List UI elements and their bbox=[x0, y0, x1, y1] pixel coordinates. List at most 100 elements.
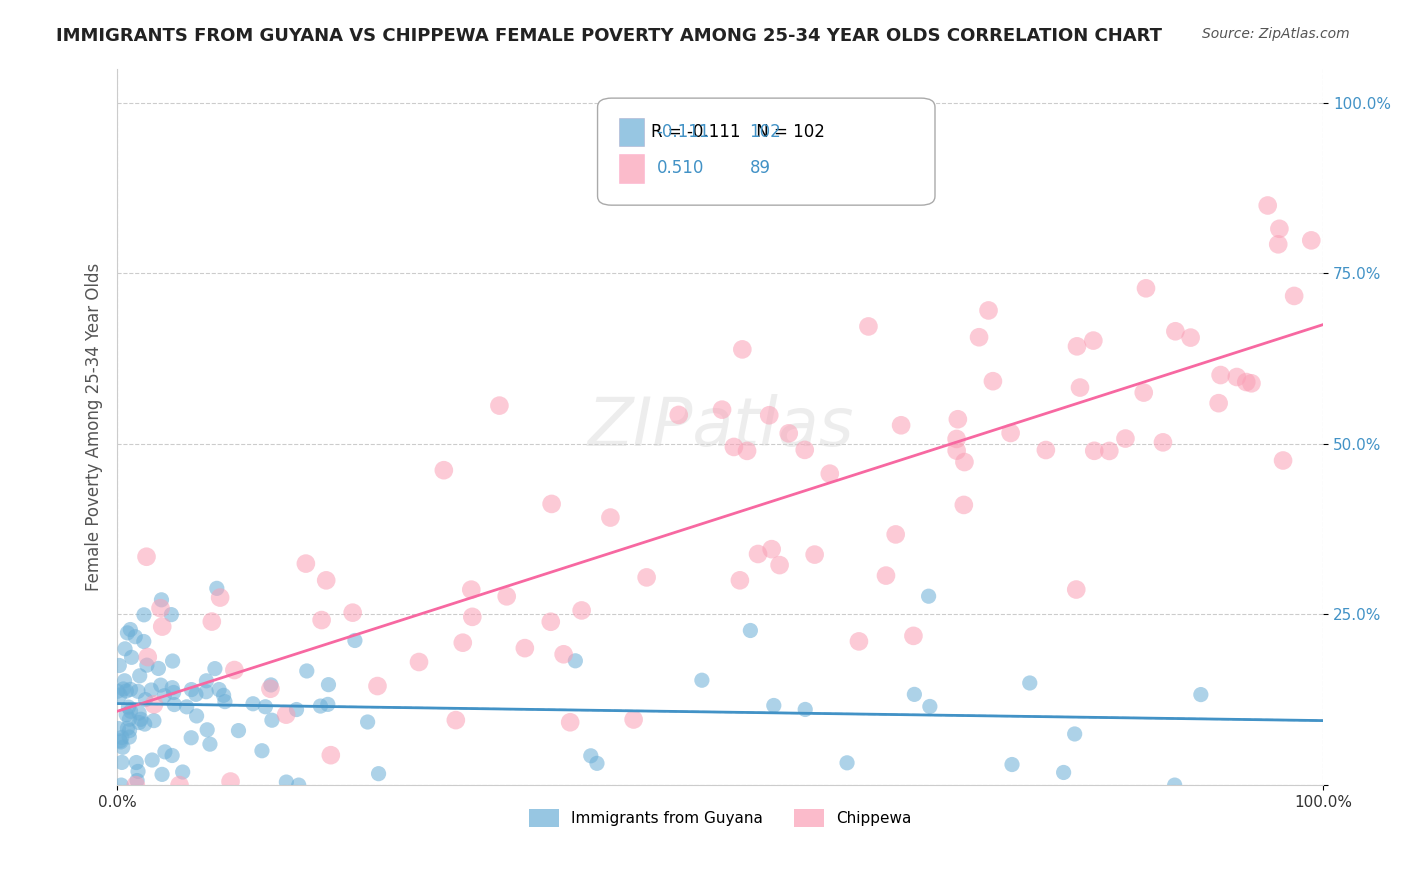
Point bbox=[128, 669, 150, 683]
Point bbox=[132, 634, 155, 648]
Point bbox=[169, 778, 191, 792]
Point bbox=[460, 582, 482, 597]
Point bbox=[285, 702, 308, 716]
Point bbox=[120, 682, 142, 697]
Point bbox=[120, 623, 142, 637]
Point bbox=[835, 756, 858, 770]
Point bbox=[1163, 778, 1185, 792]
Point bbox=[180, 731, 202, 745]
Point bbox=[315, 574, 337, 588]
Point bbox=[623, 713, 645, 727]
Point bbox=[295, 664, 318, 678]
Point bbox=[141, 683, 163, 698]
Point bbox=[153, 745, 176, 759]
Point bbox=[818, 467, 841, 481]
Point bbox=[1257, 198, 1279, 212]
Point bbox=[981, 374, 1004, 388]
Point bbox=[162, 654, 184, 668]
Point bbox=[768, 558, 790, 573]
Point bbox=[184, 687, 207, 701]
Point bbox=[111, 731, 134, 745]
Point bbox=[111, 756, 134, 770]
Point bbox=[917, 589, 939, 603]
Point bbox=[1114, 432, 1136, 446]
Point bbox=[444, 713, 467, 727]
Point bbox=[260, 713, 283, 727]
Point bbox=[599, 510, 621, 524]
Text: ZIPatlas: ZIPatlas bbox=[586, 393, 853, 459]
Point bbox=[1083, 443, 1105, 458]
Point bbox=[254, 699, 277, 714]
Point bbox=[276, 707, 298, 722]
Point bbox=[212, 689, 235, 703]
Point bbox=[287, 778, 309, 792]
Point bbox=[1064, 582, 1087, 597]
Point bbox=[228, 723, 250, 738]
Point bbox=[209, 591, 232, 605]
Point bbox=[129, 712, 152, 726]
Point bbox=[318, 678, 340, 692]
Point bbox=[205, 582, 228, 596]
Point bbox=[135, 658, 157, 673]
Point bbox=[135, 549, 157, 564]
Point bbox=[1152, 435, 1174, 450]
Point bbox=[540, 497, 562, 511]
Point bbox=[107, 684, 129, 698]
Point bbox=[124, 630, 146, 644]
Point bbox=[1083, 334, 1105, 348]
Text: IMMIGRANTS FROM GUYANA VS CHIPPEWA FEMALE POVERTY AMONG 25-34 YEAR OLDS CORRELAT: IMMIGRANTS FROM GUYANA VS CHIPPEWA FEMAL… bbox=[56, 27, 1163, 45]
Point bbox=[160, 607, 183, 622]
Point bbox=[112, 681, 135, 696]
Point bbox=[794, 702, 817, 716]
Point bbox=[198, 737, 221, 751]
Point bbox=[1098, 444, 1121, 458]
Point bbox=[495, 590, 517, 604]
Point bbox=[1063, 727, 1085, 741]
Point bbox=[946, 412, 969, 426]
Point bbox=[903, 629, 925, 643]
Point bbox=[711, 402, 734, 417]
Point bbox=[162, 685, 184, 699]
Point bbox=[150, 767, 173, 781]
Point bbox=[945, 443, 967, 458]
Point bbox=[204, 662, 226, 676]
Point bbox=[977, 303, 1000, 318]
Point bbox=[579, 748, 602, 763]
Point bbox=[1226, 370, 1249, 384]
Point bbox=[1132, 385, 1154, 400]
Point bbox=[125, 756, 148, 770]
Point bbox=[114, 641, 136, 656]
Text: R = -0.111   N = 102: R = -0.111 N = 102 bbox=[651, 123, 825, 141]
Point bbox=[723, 440, 745, 454]
Point bbox=[195, 723, 218, 737]
Point bbox=[127, 764, 149, 779]
Point bbox=[186, 709, 208, 723]
Point bbox=[366, 679, 388, 693]
Point bbox=[953, 498, 976, 512]
Point bbox=[636, 570, 658, 584]
Point bbox=[740, 624, 762, 638]
Point bbox=[1164, 324, 1187, 338]
Point bbox=[163, 698, 186, 712]
Point bbox=[461, 610, 484, 624]
Y-axis label: Female Poverty Among 25-34 Year Olds: Female Poverty Among 25-34 Year Olds bbox=[86, 262, 103, 591]
Point bbox=[117, 626, 139, 640]
Point bbox=[128, 715, 150, 730]
Point bbox=[309, 699, 332, 714]
Point bbox=[114, 673, 136, 688]
Point bbox=[848, 634, 870, 648]
Point bbox=[117, 700, 139, 714]
Point bbox=[1209, 368, 1232, 382]
Point bbox=[118, 723, 141, 738]
Point bbox=[728, 574, 751, 588]
Point bbox=[513, 641, 536, 656]
Point bbox=[141, 753, 163, 767]
Point bbox=[172, 764, 194, 779]
Point bbox=[564, 654, 586, 668]
Point bbox=[118, 712, 141, 726]
Point bbox=[668, 408, 690, 422]
Point bbox=[316, 698, 339, 712]
Point bbox=[953, 455, 976, 469]
Point bbox=[1234, 375, 1257, 389]
Point bbox=[1282, 289, 1305, 303]
